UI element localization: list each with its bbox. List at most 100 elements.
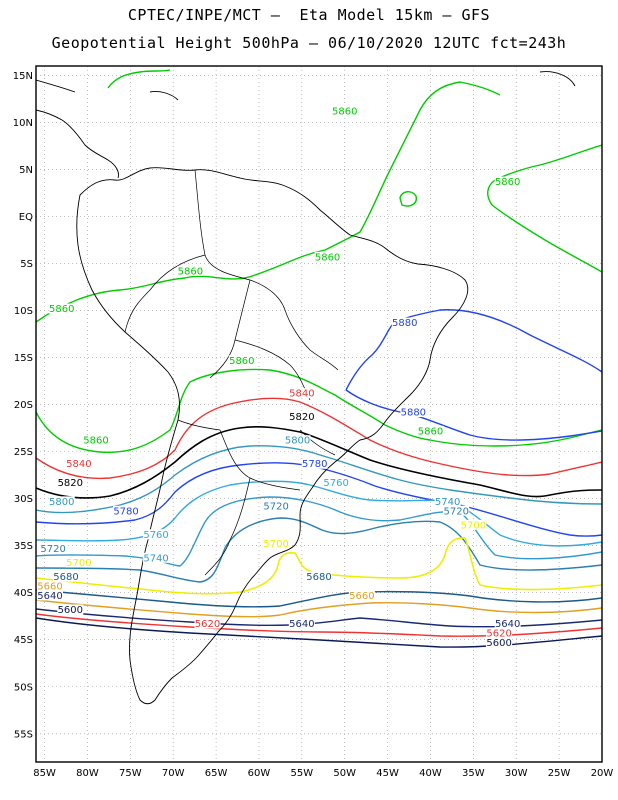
lat-tick-label: 20S <box>14 400 33 411</box>
contour-label: 5860 <box>495 177 520 188</box>
contour-label: 5740 <box>435 497 460 508</box>
contour-5860-north-b <box>107 69 171 89</box>
lat-tick-label: 55S <box>14 729 33 740</box>
contour-label: 5860 <box>418 426 443 437</box>
lon-tick-label: 85W <box>33 768 56 779</box>
contour-label: 5680 <box>306 572 331 583</box>
contour-label-bg <box>194 618 221 629</box>
contour-label: 5680 <box>53 572 78 583</box>
contour-label: 5660 <box>349 591 374 602</box>
coastlines <box>36 71 576 705</box>
lon-tick-label: 40W <box>419 768 442 779</box>
contour-label: 5760 <box>323 478 348 489</box>
lon-tick-label: 60W <box>248 768 271 779</box>
contour-label: 5720 <box>263 502 288 513</box>
contour-label-bg <box>306 571 332 582</box>
contour-label-bg <box>486 637 513 648</box>
contour-label-bg <box>486 628 513 639</box>
lon-tick-label: 45W <box>376 768 399 779</box>
contour-label-bg <box>434 496 461 507</box>
contour-label-bg <box>57 477 84 488</box>
contour-label-bg <box>331 106 358 117</box>
contour-5800 <box>36 445 602 514</box>
contour-labels: 5860 5860 5860 5860 5860 5860 5860 5860 5880 5880… <box>37 106 521 649</box>
lon-tick-label: 20W <box>591 768 614 779</box>
map-title-line1: CPTEC/INPE/MCT – Eta Model 15km – GFS <box>127 6 491 24</box>
contour-label: 5700 <box>66 558 91 569</box>
contour-label: 5640 <box>37 591 62 602</box>
contour-label-bg <box>143 529 170 540</box>
contour-label: 5640 <box>495 619 520 630</box>
contour-label: 5720 <box>40 544 65 555</box>
contour-label-bg <box>417 425 444 436</box>
lat-tick-label: 25S <box>14 447 33 458</box>
caribbean-island-1 <box>149 91 179 101</box>
map-frame <box>35 65 603 763</box>
contour-label-bg <box>284 435 311 446</box>
contour-label-bg <box>57 604 84 615</box>
lat-tick-label: 10S <box>14 306 33 317</box>
contour-label-bg <box>288 411 315 422</box>
lat-tick-label: 5S <box>20 259 33 270</box>
contour-5860-east <box>487 144 602 273</box>
contour-label: 5640 <box>289 619 314 630</box>
contour-label-bg <box>391 317 418 328</box>
contour-label: 5860 <box>332 107 357 118</box>
map-title-line2: Geopotential Height 500hPa – 06/10/2020 … <box>51 34 567 52</box>
contour-label-bg <box>314 251 341 262</box>
contour-5840 <box>36 397 602 480</box>
contour-label-bg <box>494 618 521 629</box>
lat-tick-label: 15S <box>14 353 33 364</box>
lon-tick-label: 80W <box>76 768 99 779</box>
contour-label: 5820 <box>58 478 83 489</box>
lat-tick-label: 50S <box>14 682 33 693</box>
lon-tick-label: 75W <box>119 768 142 779</box>
lon-tick-label: 50W <box>333 768 356 779</box>
contour-lines <box>36 69 602 648</box>
contour-label: 5620 <box>195 619 220 630</box>
contour-label: 5700 <box>263 539 288 550</box>
contour-label-bg <box>400 407 427 417</box>
contour-label: 5860 <box>83 436 108 447</box>
lat-lon-grid <box>36 66 603 762</box>
contour-label-bg <box>37 581 63 591</box>
lat-tick-label: 5N <box>19 165 33 176</box>
lon-tick-label: 35W <box>462 768 485 779</box>
lat-tick-label: 15N <box>13 71 33 82</box>
caribbean-island-3 <box>539 71 576 87</box>
contour-5860-north <box>36 81 501 323</box>
lon-tick-label: 25W <box>548 768 571 779</box>
contour-label-bg <box>83 435 110 446</box>
contour-label: 5780 <box>113 506 138 517</box>
contour-label-bg <box>288 618 315 629</box>
contour-label: 5600 <box>58 605 83 616</box>
contour-label: 5700 <box>461 520 486 531</box>
contour-5860-south <box>36 368 602 453</box>
contour-label-bg <box>177 265 204 276</box>
contour-label-bg <box>460 519 487 530</box>
contour-label-bg <box>143 552 170 563</box>
contour-label-bg <box>348 590 375 601</box>
contour-5880 <box>345 309 602 391</box>
lat-tick-label: 35S <box>14 541 33 552</box>
contour-5760 <box>36 480 602 547</box>
contour-label-bg <box>288 388 315 399</box>
lon-tick-label: 65W <box>205 768 228 779</box>
contour-5640 <box>36 608 602 628</box>
contour-5700 <box>36 537 602 595</box>
contour-label-bg <box>65 557 92 568</box>
country-borders <box>124 169 339 576</box>
caribbean-island-2 <box>36 79 76 93</box>
lon-tick-label: 70W <box>162 768 185 779</box>
south-america-coastline <box>76 167 469 705</box>
contour-label: 5800 <box>49 497 74 508</box>
contour-label: 5780 <box>302 459 327 470</box>
contour-label-bg <box>228 355 255 366</box>
contour-label: 5880 <box>392 318 417 329</box>
contour-5820 <box>36 425 602 499</box>
lon-tick-label: 55W <box>291 768 314 779</box>
lat-tick-label: 45S <box>14 635 33 646</box>
contour-5680 <box>36 589 602 608</box>
contour-label-bg <box>40 543 67 554</box>
